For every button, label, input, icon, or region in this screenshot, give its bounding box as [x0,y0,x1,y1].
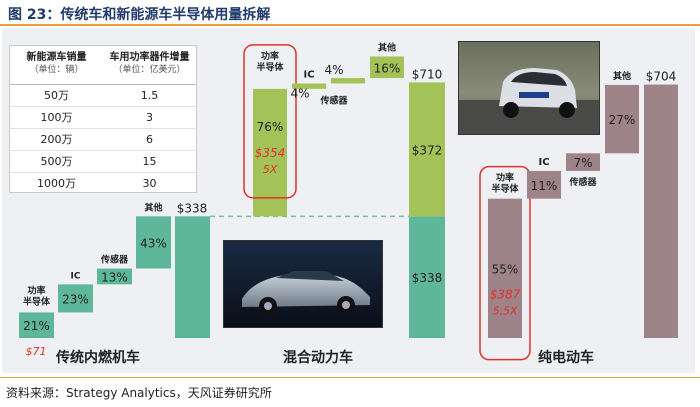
group-label-ev: 纯电动车 [538,349,594,366]
segment-category-label: 功率半导体 [23,284,51,307]
bar-hybrid-increment [409,82,445,217]
increment-value-label: $372 [412,143,443,157]
total-value-label: $338 [177,201,208,215]
bar-ev-segment [488,198,522,338]
power-semi-value-label: $71 [26,345,47,358]
table-header: 新能源车销量 （单位：辆） 车用功率器件增量 （单位：亿美元） [10,46,196,85]
bar-hybrid-segment [370,56,404,79]
bar-percent-label: 43% [140,236,167,250]
bar-ev-segment [527,170,561,199]
power-semi-value-label: $354 [255,146,286,160]
sales-table: 新能源车销量 （单位：辆） 车用功率器件增量 （单位：亿美元） 50万 1.5 1… [9,45,197,193]
highlight-box [243,44,297,199]
bar-ice-segment [58,284,93,313]
car-icon [242,271,370,315]
segment-category-label: IC [303,69,314,80]
bar-percent-label: 4% [324,63,343,77]
bar-percent-label: 7% [573,156,592,170]
bar-percent-label: 27% [609,113,636,127]
footer-divider [0,377,700,378]
bar-ev-segment [566,153,600,171]
table-row: 50万 1.5 [10,85,196,107]
bar-hybrid-base [409,216,445,338]
bar-ev-total [644,84,678,338]
table-row: 1000万 30 [37,177,157,190]
table-row: 100万 3 [10,107,196,129]
multiple-label: 5.5X [492,304,517,317]
group-label-hybrid: 混合动力车 [283,349,353,366]
bar-hybrid-segment [292,83,326,89]
title-divider [0,24,700,26]
highlight-box [479,165,531,361]
power-semi-value-label: $387 [490,287,521,301]
segment-category-label: 传感器 [100,254,129,266]
total-value-label: $710 [412,67,443,81]
segment-category-label: 其他 [144,201,162,213]
bar-percent-label: 23% [62,292,89,306]
segment-category-label: 功率半导体 [491,172,519,195]
bar-ice-segment [19,312,54,338]
bar-percent-label: 76% [257,120,284,134]
segment-category-label: 功率半导体 [256,50,284,73]
segment-category-label: 传感器 [319,94,348,106]
table-row: 200万 6 [10,129,196,151]
bar-percent-label: 55% [492,262,519,276]
bar-percent-label: 21% [23,319,50,333]
segment-category-label: 传感器 [568,176,597,188]
bar-percent-label: 4% [290,86,309,100]
car-icon [499,68,577,118]
table-header-increment: 车用功率器件增量 （单位：亿美元） [109,52,190,75]
base-value-label: $338 [412,271,443,285]
segment-category-label: IC [71,271,81,281]
bar-ice-total [175,216,210,338]
bar-ev-segment [605,84,639,154]
source-note: 资料来源：Strategy Analytics，天风证券研究所 [6,386,272,400]
total-value-label: $704 [646,70,677,84]
bar-percent-label: 11% [531,179,558,193]
bar-percent-label: 13% [101,270,128,284]
bar-ice-segment [97,268,132,285]
table-row: 500万 15 [10,151,196,173]
segment-category-label: 其他 [613,70,631,82]
photo-electric-car [458,41,600,135]
bar-percent-label: 16% [374,61,401,75]
bar-hybrid-segment [331,78,365,84]
segment-category-label: IC [538,157,549,168]
figure-title: 图 23：传统车和新能源车半导体用量拆解 [8,7,271,23]
bar-ice-segment [136,216,171,269]
table-header-sales: 新能源车销量 （单位：辆） [26,52,87,75]
segment-category-label: 其他 [378,41,396,53]
group-label-ice: 传统内燃机车 [55,349,140,366]
multiple-label: 5X [263,163,278,176]
photo-hybrid-car [223,240,383,328]
bar-hybrid-segment [253,88,287,217]
